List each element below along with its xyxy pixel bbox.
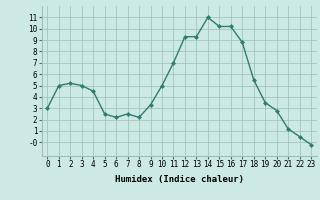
X-axis label: Humidex (Indice chaleur): Humidex (Indice chaleur) bbox=[115, 175, 244, 184]
